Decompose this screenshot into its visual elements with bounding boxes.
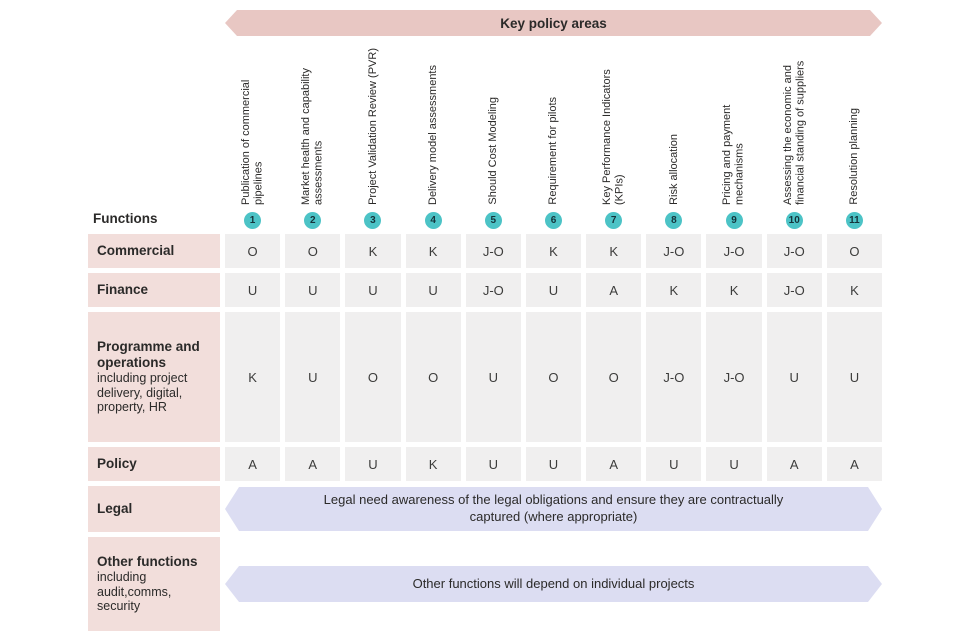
matrix-cell-commercial-col1: O — [225, 234, 281, 268]
column-label: Resolution planning — [848, 108, 861, 205]
row-title: Commercial — [97, 243, 175, 259]
column-header-3: Project Validation Review (PVR) 3 — [345, 41, 400, 229]
column-number-badge: 11 — [845, 212, 863, 229]
matrix-cell-policy-col9: U — [706, 447, 762, 481]
matrix-cell-finance-col6: U — [525, 273, 582, 307]
matrix-cell-policy-col2: A — [285, 447, 341, 481]
matrix-cell-programme-and-operations-col4: O — [405, 312, 461, 442]
column-label: Publication of commercial pipelines — [239, 79, 265, 205]
matrix-cell-policy-col6: U — [525, 447, 582, 481]
row-title: Legal — [97, 501, 133, 517]
row-title: Finance — [97, 282, 149, 298]
matrix-cell-commercial-col4: K — [405, 234, 461, 268]
column-number-badge: 4 — [424, 212, 442, 229]
matrix-cell-programme-and-operations-col6: O — [525, 312, 582, 442]
matrix-cell-finance-col2: U — [285, 273, 341, 307]
matrix-cell-policy-col5: U — [465, 447, 521, 481]
column-header-2: Market health and capability assessments… — [285, 41, 340, 229]
column-number-badge: 5 — [484, 212, 502, 229]
policy-matrix: Key policy areas Functions Publication o… — [88, 10, 882, 631]
legal-banner: Legal need awareness of the legal obliga… — [225, 487, 882, 531]
column-header-11: Resolution planning 11 — [827, 41, 882, 229]
matrix-cell-programme-and-operations-col2: U — [285, 312, 341, 442]
matrix-cell-finance-col3: U — [345, 273, 401, 307]
column-label: Pricing and payment mechanisms — [721, 104, 747, 205]
matrix-cell-policy-col4: K — [405, 447, 461, 481]
matrix-cell-commercial-col5: J-O — [465, 234, 521, 268]
row-title: Other functions — [97, 553, 198, 569]
matrix-cell-commercial-col6: K — [525, 234, 582, 268]
column-label: Key Performance Indicators (KPIs) — [601, 69, 626, 205]
row-subtitle: including project delivery, digital, pro… — [97, 370, 188, 415]
column-header-4: Delivery model assessments 4 — [406, 41, 461, 229]
matrix-cell-finance-col9: K — [706, 273, 762, 307]
banner-text: Other functions will depend on individua… — [412, 575, 695, 591]
row-label-policy: Policy — [88, 447, 220, 481]
column-header-6: Requirement for pilots 6 — [526, 41, 581, 229]
row-subtitle: including audit,comms, security — [97, 569, 172, 614]
row-label-commercial: Commercial — [88, 234, 220, 268]
column-label: Should Cost Modeling — [486, 97, 499, 205]
column-label: Requirement for pilots — [547, 97, 560, 205]
matrix-cell-finance-col8: K — [646, 273, 702, 307]
matrix-cell-commercial-col9: J-O — [706, 234, 762, 268]
matrix-cell-programme-and-operations-col10: U — [766, 312, 822, 442]
matrix-cell-commercial-col10: J-O — [766, 234, 822, 268]
row-label-programme-and-operations: Programme and operations including projec… — [88, 312, 220, 442]
column-number-badge: 10 — [785, 212, 803, 229]
matrix-cell-policy-col8: U — [646, 447, 702, 481]
column-label: Project Validation Review (PVR) — [366, 48, 379, 205]
row-label-legal: Legal — [88, 486, 220, 532]
row-title: Policy — [97, 456, 137, 472]
matrix-cell-finance-col11: K — [826, 273, 882, 307]
column-number-badge: 6 — [544, 212, 562, 229]
matrix-cell-commercial-col3: K — [345, 234, 401, 268]
matrix-cell-programme-and-operations-col9: J-O — [706, 312, 762, 442]
column-header-1: Publication of commercial pipelines 1 — [225, 41, 280, 229]
matrix-cell-programme-and-operations-col5: U — [465, 312, 521, 442]
column-label: Market health and capability assessments — [300, 68, 325, 205]
column-header-7: Key Performance Indicators (KPIs) 7 — [586, 41, 641, 229]
matrix-cell-finance-col4: U — [405, 273, 461, 307]
column-number-badge: 8 — [665, 212, 683, 229]
column-label: Delivery model assessments — [426, 65, 439, 205]
column-header-9: Pricing and payment mechanisms 9 — [706, 41, 761, 229]
matrix-cell-programme-and-operations-col3: O — [345, 312, 401, 442]
matrix-cell-policy-col11: A — [826, 447, 882, 481]
column-header-10: Assessing the economic and financial sta… — [767, 41, 822, 229]
matrix-cell-policy-col7: A — [586, 447, 642, 481]
matrix-cell-programme-and-operations-col11: U — [826, 312, 882, 442]
column-number-badge: 7 — [605, 212, 623, 229]
matrix-cell-commercial-col8: J-O — [646, 234, 702, 268]
column-number-badge: 2 — [304, 212, 322, 229]
column-number-badge: 3 — [364, 212, 382, 229]
matrix-cell-finance-col10: J-O — [766, 273, 822, 307]
column-header-8: Risk allocation 8 — [646, 41, 701, 229]
matrix-cell-finance-col1: U — [225, 273, 281, 307]
matrix-cell-finance-col7: A — [586, 273, 642, 307]
column-header-5: Should Cost Modeling 5 — [466, 41, 521, 229]
row-title: Programme and operations — [97, 338, 200, 370]
key-policy-areas-banner: Key policy areas — [225, 10, 882, 36]
matrix-cell-commercial-col11: O — [826, 234, 882, 268]
banner-title: Key policy areas — [500, 15, 607, 31]
matrix-cell-commercial-col2: O — [285, 234, 341, 268]
matrix-cell-programme-and-operations-col1: K — [225, 312, 281, 442]
matrix-cell-policy-col10: A — [766, 447, 822, 481]
column-number-badge: 1 — [244, 212, 262, 229]
banner-text: Legal need awareness of the legal obliga… — [323, 492, 784, 524]
row-label-finance: Finance — [88, 273, 220, 307]
other-functions-banner: Other functions will depend on individua… — [225, 566, 882, 602]
functions-label: Functions — [93, 211, 158, 226]
column-label: Risk allocation — [667, 134, 680, 205]
row-label-other-functions: Other functions including audit,comms, se… — [88, 537, 220, 631]
matrix-cell-programme-and-operations-col8: J-O — [646, 312, 702, 442]
matrix-cell-finance-col5: J-O — [465, 273, 521, 307]
matrix-cell-programme-and-operations-col7: O — [586, 312, 642, 442]
matrix-cell-policy-col3: U — [345, 447, 401, 481]
column-label: Assessing the economic and financial sta… — [781, 60, 807, 205]
matrix-cell-commercial-col7: K — [586, 234, 642, 268]
column-number-badge: 9 — [725, 212, 743, 229]
matrix-cell-policy-col1: A — [225, 447, 281, 481]
